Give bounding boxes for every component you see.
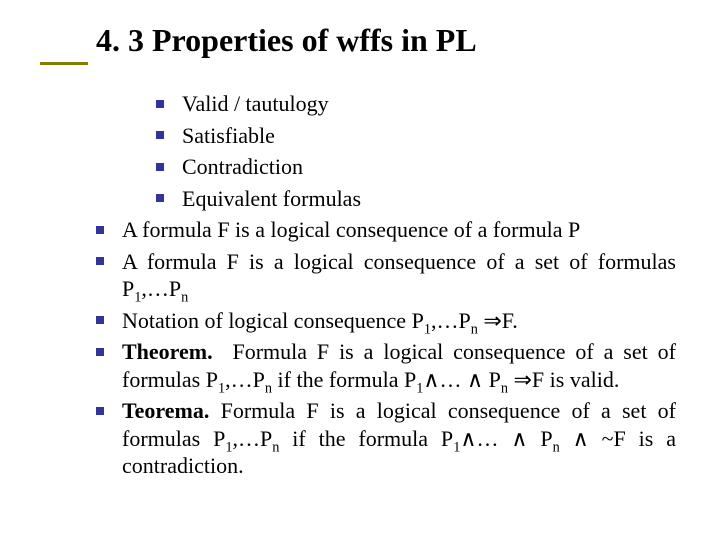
bullet-icon [156,100,164,108]
inner-list: Valid / tautulogy Satisfiable Contradict… [156,90,676,212]
list-item-text: Theorem. Formula F is a logical conseque… [122,339,676,392]
bullet-icon [96,407,104,415]
slide-title: 4. 3 Properties of wffs in PL [96,22,477,59]
slide: 4. 3 Properties of wffs in PL Valid / ta… [0,0,720,540]
list-item-text: Contradiction [182,154,303,179]
bullet-icon [156,131,164,139]
accent-bar [40,62,88,65]
list-item: A formula F is a logical consequence of … [96,216,676,244]
bullet-icon [156,194,164,202]
slide-body: Valid / tautulogy Satisfiable Contradict… [96,90,676,484]
list-item: Satisfiable [156,122,676,150]
bullet-icon [96,257,104,265]
list-item: Valid / tautulogy [156,90,676,118]
list-item-text: Equivalent formulas [182,186,361,211]
list-item: Theorem. Formula F is a logical conseque… [96,338,676,393]
bullet-icon [156,163,164,171]
list-item: A formula F is a logical consequence of … [96,248,676,303]
list-item: Notation of logical consequence P1,…Pn ⇒… [96,307,676,335]
list-item-text: A formula F is a logical consequence of … [122,217,580,242]
list-item-text: Notation of logical consequence P1,…Pn ⇒… [122,308,518,333]
bullet-icon [96,348,104,356]
list-item-text: Valid / tautulogy [182,91,329,116]
bullet-icon [96,226,104,234]
list-item-text: Satisfiable [182,123,275,148]
list-item: Contradiction [156,153,676,181]
list-item-text: Teorema. Formula F is a logical conseque… [122,398,676,478]
list-item-text: A formula F is a logical consequence of … [122,249,676,302]
list-item: Teorema. Formula F is a logical conseque… [96,397,676,480]
outer-list: A formula F is a logical consequence of … [96,216,676,480]
list-item: Equivalent formulas [156,185,676,213]
bullet-icon [96,316,104,324]
